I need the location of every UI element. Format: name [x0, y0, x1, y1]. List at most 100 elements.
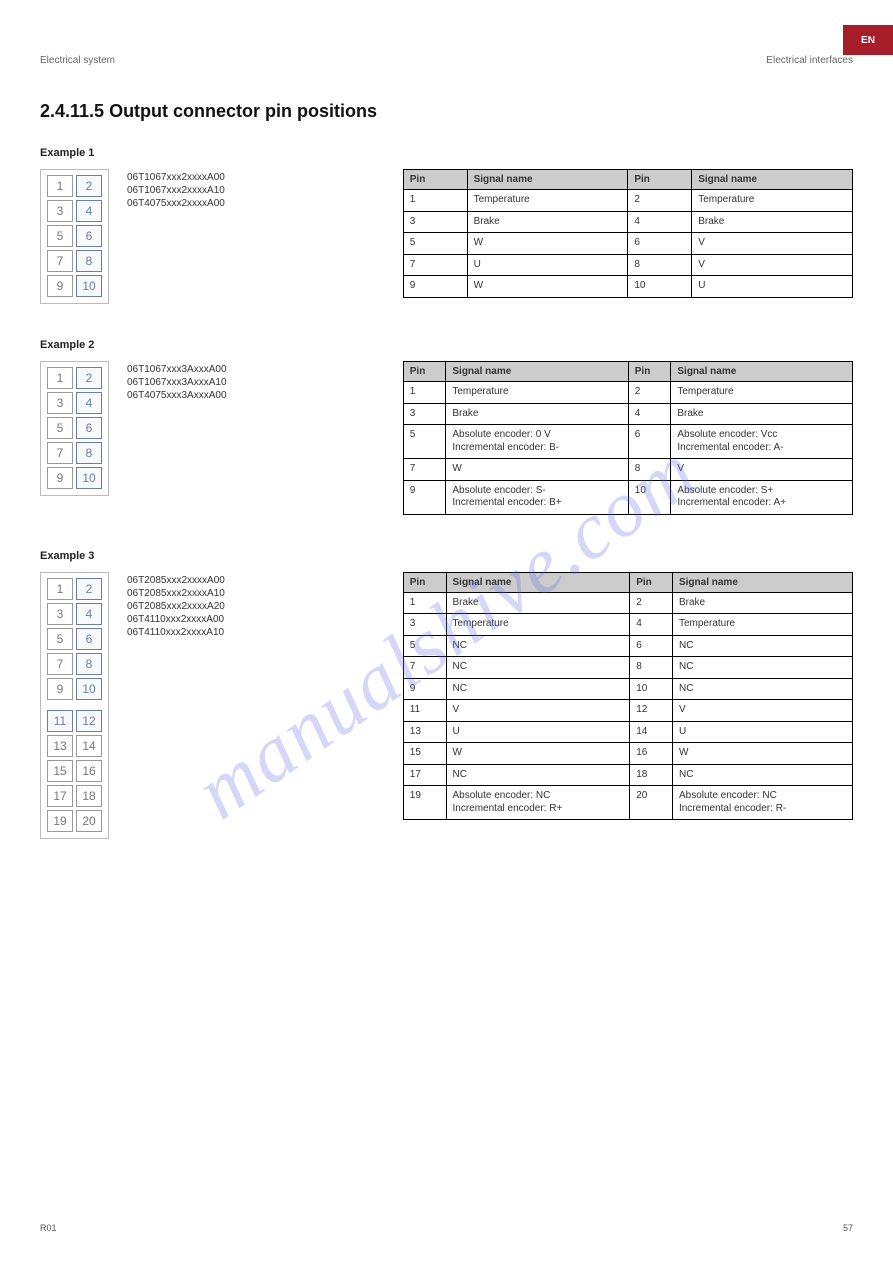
table-cell: U: [692, 276, 853, 298]
connector-keypad: 12345678910: [40, 361, 109, 496]
footer-left: R01: [40, 1223, 57, 1233]
table-cell: 4: [630, 614, 673, 636]
table-cell: Brake: [671, 403, 853, 425]
table-cell: V: [692, 254, 853, 276]
table-header-cell: Pin: [628, 362, 671, 382]
table-cell: 14: [630, 721, 673, 743]
table-row: 13U14U: [403, 721, 852, 743]
table-cell: W: [467, 233, 628, 255]
table-cell: Temperature: [671, 382, 853, 404]
pin-key: 11: [47, 710, 73, 732]
pin-table: PinSignal namePinSignal name1Temperature…: [403, 169, 853, 298]
section-row: 123456789101112131415161718192006T2085xx…: [40, 572, 853, 839]
table-header-cell: Pin: [403, 572, 446, 592]
table-cell: 10: [628, 276, 692, 298]
table-cell: NC: [446, 635, 630, 657]
pin-key: 20: [76, 810, 102, 832]
table-cell: 12: [630, 700, 673, 722]
table-cell: 4: [628, 211, 692, 233]
table-row: 3Temperature4Temperature: [403, 614, 852, 636]
table-cell: V: [692, 233, 853, 255]
pin-key: 5: [47, 225, 73, 247]
table-cell: 9: [403, 678, 446, 700]
pin-key: 9: [47, 275, 73, 297]
table-cell: 6: [628, 425, 671, 459]
example-label: Example 2: [40, 339, 853, 351]
header-right: Electrical interfaces: [766, 55, 853, 66]
table-cell: Brake: [672, 592, 852, 614]
table-cell: 5: [403, 425, 446, 459]
table-cell: 7: [403, 459, 446, 481]
table-cell: Temperature: [692, 190, 853, 212]
table-cell: 7: [403, 254, 467, 276]
pin-key: 15: [47, 760, 73, 782]
pin-key: 4: [76, 200, 102, 222]
pin-key: 3: [47, 200, 73, 222]
table-cell: V: [446, 700, 630, 722]
table-cell: W: [446, 459, 628, 481]
table-cell: U: [446, 721, 630, 743]
table-cell: NC: [446, 764, 630, 786]
table-cell: Temperature: [446, 382, 628, 404]
table-cell: 8: [628, 254, 692, 276]
pin-key: 8: [76, 250, 102, 272]
pin-key: 10: [76, 678, 102, 700]
table-cell: 1: [403, 592, 446, 614]
table-cell: NC: [672, 635, 852, 657]
table-cell: 6: [628, 233, 692, 255]
table-cell: 10: [628, 480, 671, 514]
table-cell: 20: [630, 786, 673, 820]
table-header-cell: Pin: [403, 362, 446, 382]
table-cell: Temperature: [446, 614, 630, 636]
pin-key: 17: [47, 785, 73, 807]
table-cell: Brake: [467, 211, 628, 233]
part-codes: 06T2085xxx2xxxxA0006T2085xxx2xxxxA1006T2…: [127, 572, 373, 639]
table-row: 5NC6NC: [403, 635, 852, 657]
header-left: Electrical system: [40, 55, 115, 66]
table-cell: 7: [403, 657, 446, 679]
table-cell: Absolute encoder: NCIncremental encoder:…: [672, 786, 852, 820]
pin-key: 14: [76, 735, 102, 757]
pin-key: 6: [76, 628, 102, 650]
pin-key: 10: [76, 275, 102, 297]
table-cell: Brake: [446, 403, 628, 425]
table-row: 5Absolute encoder: 0 VIncremental encode…: [403, 425, 852, 459]
pin-table: PinSignal namePinSignal name1Brake2Brake…: [403, 572, 853, 821]
table-header-cell: Signal name: [672, 572, 852, 592]
pin-key: 5: [47, 417, 73, 439]
connector-keypad: 12345678910: [40, 169, 109, 304]
table-cell: NC: [446, 657, 630, 679]
pin-key: 4: [76, 392, 102, 414]
table-cell: 16: [630, 743, 673, 765]
table-cell: NC: [672, 764, 852, 786]
pin-key: 6: [76, 225, 102, 247]
page-title: 2.4.11.5 Output connector pin positions: [40, 101, 853, 122]
page-header: Electrical system Electrical interfaces: [40, 55, 853, 66]
pin-key: 7: [47, 250, 73, 272]
table-row: 1Temperature2Temperature: [403, 382, 852, 404]
table-cell: 2: [628, 382, 671, 404]
table-cell: 9: [403, 480, 446, 514]
left-column: 1234567891006T1067xxx2xxxxA0006T1067xxx2…: [40, 169, 373, 304]
connector-section: Example 11234567891006T1067xxx2xxxxA0006…: [40, 147, 853, 304]
table-cell: 2: [630, 592, 673, 614]
pin-key: 3: [47, 392, 73, 414]
table-cell: W: [446, 743, 630, 765]
section-row: 1234567891006T1067xxx2xxxxA0006T1067xxx2…: [40, 169, 853, 304]
table-header-cell: Signal name: [692, 170, 853, 190]
table-cell: 17: [403, 764, 446, 786]
lang-tab: EN: [843, 25, 893, 55]
pin-key: 2: [76, 578, 102, 600]
table-cell: NC: [446, 678, 630, 700]
pin-key: 2: [76, 175, 102, 197]
table-header-cell: Pin: [628, 170, 692, 190]
table-cell: Absolute encoder: S+Incremental encoder:…: [671, 480, 853, 514]
pin-key: 9: [47, 467, 73, 489]
table-cell: W: [672, 743, 852, 765]
table-row: 7W8V: [403, 459, 852, 481]
page-footer: R01 57: [40, 1223, 853, 1233]
table-cell: 10: [630, 678, 673, 700]
table-header-cell: Pin: [630, 572, 673, 592]
table-cell: 1: [403, 382, 446, 404]
pin-key: 9: [47, 678, 73, 700]
